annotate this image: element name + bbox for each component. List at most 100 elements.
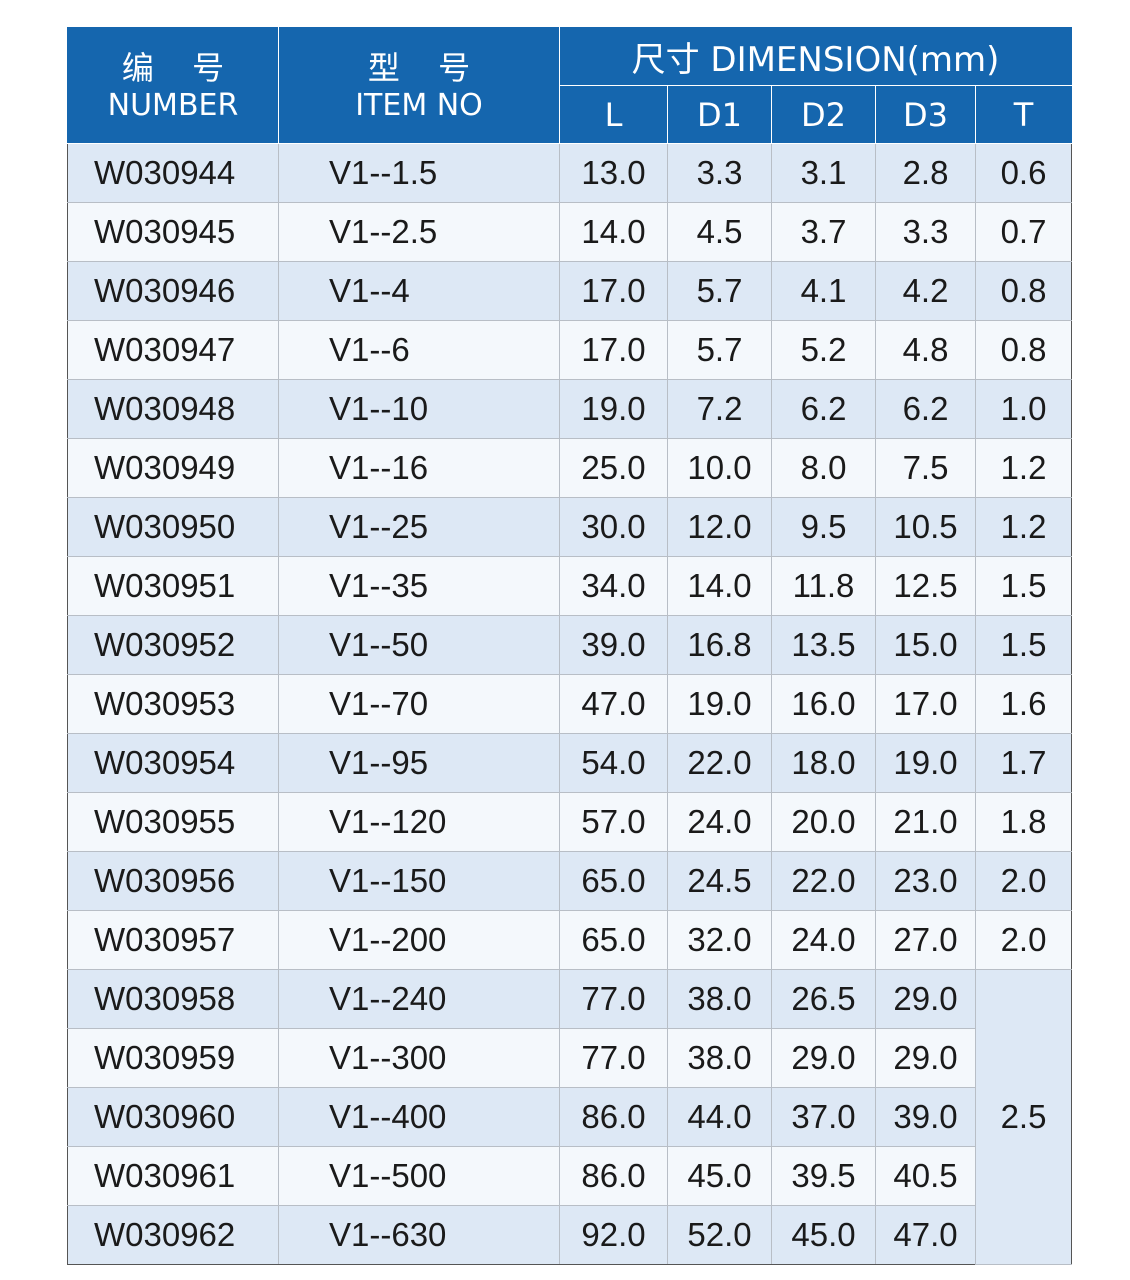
cell-d3: 4.8	[875, 320, 976, 380]
table-row: W030951 V1--35 34.0 14.0 11.8 12.5 1.5	[67, 556, 1073, 616]
cell-item-no: V1--120	[278, 792, 560, 852]
table-row: W030960 V1--400 86.0 44.0 37.0 39.0	[67, 1087, 1072, 1147]
cell-number: W030946	[67, 261, 279, 321]
cell-d2: 20.0	[771, 792, 876, 852]
cell-d3: 7.5	[875, 438, 976, 498]
cell-item-no: V1--400	[278, 1087, 560, 1147]
cell-number: W030957	[67, 910, 279, 970]
cell-t: 1.5	[974, 556, 1073, 616]
cell-number: W030953	[67, 674, 279, 734]
header-item-en: ITEM NO	[355, 87, 483, 123]
cell-t: 0.8	[974, 320, 1073, 380]
cell-number: W030958	[67, 969, 279, 1029]
cell-d1: 10.0	[667, 438, 772, 498]
cell-d2: 39.5	[771, 1146, 876, 1206]
cell-d3: 10.5	[875, 497, 976, 557]
cell-d1: 12.0	[667, 497, 772, 557]
table-row: W030952 V1--50 39.0 16.8 13.5 15.0 1.5	[67, 615, 1073, 675]
cell-d2: 24.0	[771, 910, 876, 970]
cell-l: 47.0	[559, 674, 668, 734]
cell-item-no: V1--6	[278, 320, 560, 380]
cell-d1: 19.0	[667, 674, 772, 734]
cell-d3: 17.0	[875, 674, 976, 734]
table-row: W030957 V1--200 65.0 32.0 24.0 27.0 2.0	[67, 910, 1073, 970]
table-row: W030954 V1--95 54.0 22.0 18.0 19.0 1.7	[67, 733, 1073, 793]
cell-d1: 16.8	[667, 615, 772, 675]
cell-t: 1.6	[974, 674, 1073, 734]
header-col-t: T	[974, 85, 1073, 144]
table-row: W030955 V1--120 57.0 24.0 20.0 21.0 1.8	[67, 792, 1073, 852]
cell-l: 13.0	[559, 143, 668, 203]
cell-l: 17.0	[559, 320, 668, 380]
cell-d3: 47.0	[875, 1205, 976, 1265]
cell-d2: 16.0	[771, 674, 876, 734]
cell-number: W030948	[67, 379, 279, 439]
cell-number: W030945	[67, 202, 279, 262]
header-col-d3: D3	[875, 85, 976, 144]
header-col-l: L	[559, 85, 668, 144]
cell-number: W030949	[67, 438, 279, 498]
cell-d3: 29.0	[875, 1028, 976, 1088]
cell-t: 0.8	[974, 261, 1073, 321]
cell-l: 65.0	[559, 851, 668, 911]
table-row: W030944 V1--1.5 13.0 3.3 3.1 2.8 0.6	[67, 143, 1073, 203]
header-item-cn: 型 号	[367, 48, 485, 87]
cell-d3: 3.3	[875, 202, 976, 262]
table-row: W030953 V1--70 47.0 19.0 16.0 17.0 1.6	[67, 674, 1073, 734]
cell-l: 25.0	[559, 438, 668, 498]
cell-l: 77.0	[559, 1028, 668, 1088]
cell-l: 54.0	[559, 733, 668, 793]
cell-t: 1.2	[974, 438, 1073, 498]
cell-l: 65.0	[559, 910, 668, 970]
header-dimension: 尺寸 DIMENSION(mm)	[558, 27, 1073, 86]
cell-d3: 27.0	[875, 910, 976, 970]
cell-d3: 40.5	[875, 1146, 976, 1206]
cell-number: W030961	[67, 1146, 279, 1206]
cell-d2: 5.2	[771, 320, 876, 380]
cell-l: 17.0	[559, 261, 668, 321]
cell-d1: 52.0	[667, 1205, 772, 1265]
cell-item-no: V1--300	[278, 1028, 560, 1088]
cell-number: W030947	[67, 320, 279, 380]
header-number-cn: 编 号	[121, 48, 239, 87]
table-row: W030959 V1--300 77.0 38.0 29.0 29.0	[67, 1028, 1072, 1088]
cell-d1: 24.5	[667, 851, 772, 911]
cell-d2: 11.8	[771, 556, 876, 616]
header-col-d2: D2	[771, 85, 876, 144]
cell-d1: 38.0	[667, 969, 772, 1029]
cell-t: 2.0	[974, 851, 1073, 911]
cell-l: 77.0	[559, 969, 668, 1029]
header-col-d1: D1	[667, 85, 772, 144]
cell-d3: 39.0	[875, 1087, 976, 1147]
cell-l: 92.0	[559, 1205, 668, 1265]
cell-d1: 45.0	[667, 1146, 772, 1206]
table-row: W030946 V1--4 17.0 5.7 4.1 4.2 0.8	[67, 261, 1073, 321]
cell-d3: 21.0	[875, 792, 976, 852]
cell-item-no: V1--95	[278, 733, 560, 793]
table-row: W030958 V1--240 77.0 38.0 26.5 29.0 2.5	[67, 969, 1073, 1265]
cell-d1: 5.7	[667, 261, 772, 321]
cell-item-no: V1--70	[278, 674, 560, 734]
table-row: W030961 V1--500 86.0 45.0 39.5 40.5	[67, 1146, 1072, 1206]
cell-number: W030951	[67, 556, 279, 616]
cell-d2: 13.5	[771, 615, 876, 675]
cell-item-no: V1--35	[278, 556, 560, 616]
table-row: W030945 V1--2.5 14.0 4.5 3.7 3.3 0.7	[67, 202, 1073, 262]
cell-t: 1.2	[974, 497, 1073, 557]
cell-t: 1.8	[974, 792, 1073, 852]
table-header: 编 号 NUMBER 型 号 ITEM NO 尺寸 DIMENSION(mm) …	[67, 27, 1073, 144]
cell-d2: 22.0	[771, 851, 876, 911]
cell-number: W030959	[67, 1028, 279, 1088]
cell-t: 1.7	[974, 733, 1073, 793]
cell-number: W030950	[67, 497, 279, 557]
cell-d2: 6.2	[771, 379, 876, 439]
cell-d1: 5.7	[667, 320, 772, 380]
cell-d1: 24.0	[667, 792, 772, 852]
cell-item-no: V1--150	[278, 851, 560, 911]
table-row: W030948 V1--10 19.0 7.2 6.2 6.2 1.0	[67, 379, 1073, 439]
table-body: W030944 V1--1.5 13.0 3.3 3.1 2.8 0.6 W030945 V1-…	[67, 143, 1073, 1265]
cell-t-merged: 2.5	[974, 969, 1073, 1265]
cell-number: W030962	[67, 1205, 279, 1265]
cell-d3: 15.0	[875, 615, 976, 675]
cell-d2: 18.0	[771, 733, 876, 793]
